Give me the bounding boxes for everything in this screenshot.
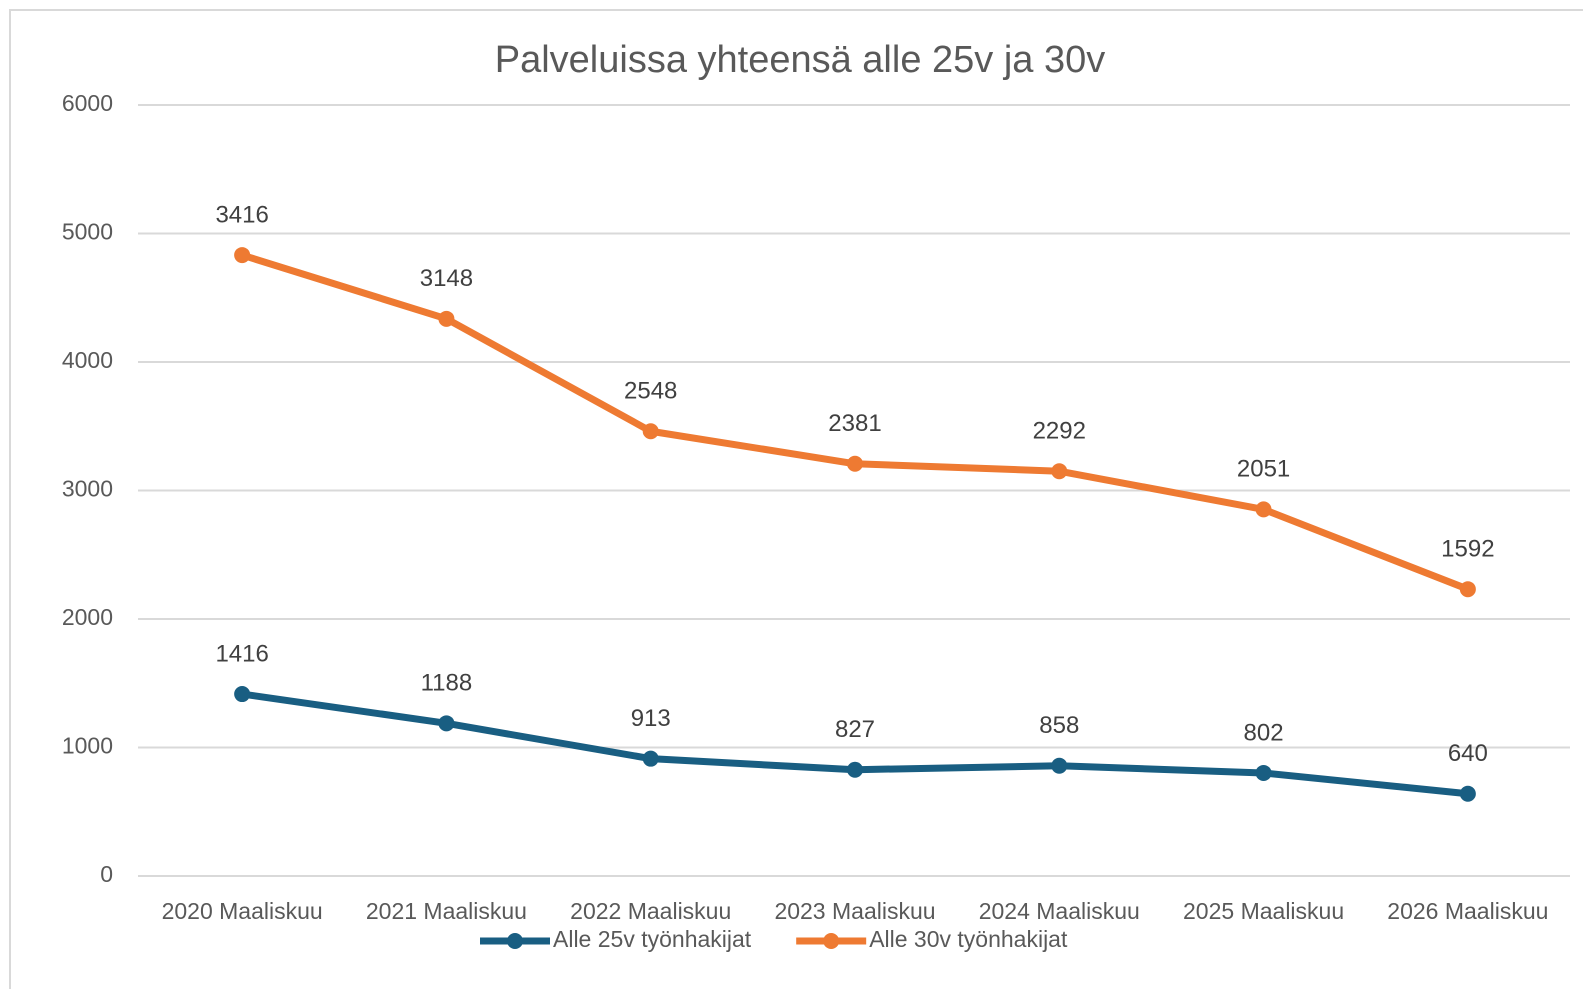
data-label: 1188: [421, 670, 473, 697]
x-tick-label: 2020 Maaliskuu: [162, 898, 323, 924]
chart-border: [9, 9, 1583, 989]
x-tick-label: 2026 Maaliskuu: [1387, 898, 1548, 924]
data-label: 802: [1244, 719, 1284, 746]
x-tick-label: 2023 Maaliskuu: [774, 898, 935, 924]
data-label: 3416: [215, 201, 268, 228]
marker: [1051, 463, 1068, 480]
marker: [1051, 757, 1068, 774]
legend-label: Alle 25v työnhakijat: [553, 926, 752, 952]
data-label: 858: [1039, 712, 1079, 739]
x-tick-label: 2024 Maaliskuu: [979, 898, 1140, 924]
marker: [438, 715, 455, 732]
marker: [1255, 501, 1272, 518]
data-label: 1592: [1441, 536, 1494, 563]
y-tick-label: 6000: [62, 90, 113, 116]
chart-title: Palveluissa yhteensä alle 25v ja 30v: [495, 39, 1106, 81]
marker: [1459, 581, 1476, 598]
y-tick-label: 5000: [62, 219, 113, 245]
data-label: 2381: [828, 410, 881, 437]
data-label: 3148: [420, 265, 473, 292]
data-label: 2548: [624, 378, 677, 405]
marker: [847, 455, 863, 472]
y-tick-label: 2000: [62, 604, 113, 630]
y-tick-label: 1000: [62, 733, 113, 759]
marker: [1459, 785, 1476, 802]
marker: [234, 247, 251, 264]
marker: [438, 310, 455, 327]
data-label: 1416: [215, 640, 268, 667]
y-tick-label: 3000: [62, 476, 113, 502]
line: [241, 690, 1469, 798]
legend-marker: [507, 933, 523, 949]
marker: [234, 686, 251, 703]
marker: [642, 423, 659, 440]
y-tick-label: 4000: [62, 347, 113, 373]
data-label: 640: [1448, 740, 1488, 767]
x-tick-label: 2021 Maaliskuu: [366, 898, 527, 924]
marker: [642, 750, 659, 767]
x-tick-label: 2022 Maaliskuu: [570, 898, 731, 924]
legend-label: Alle 30v työnhakijat: [869, 926, 1068, 952]
y-tick-label: 0: [100, 861, 113, 887]
data-label: 913: [631, 705, 671, 732]
marker: [1255, 764, 1272, 781]
data-label: 2292: [1033, 418, 1086, 445]
legend-marker: [823, 933, 840, 949]
data-label: 2051: [1237, 456, 1290, 483]
x-tick-label: 2025 Maaliskuu: [1183, 898, 1344, 924]
data-label: 827: [835, 716, 875, 743]
marker: [847, 761, 863, 778]
